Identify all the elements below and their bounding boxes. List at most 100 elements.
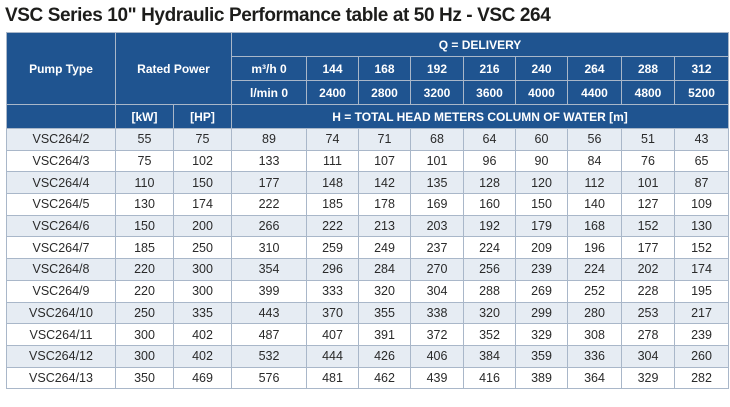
head-cell: 56 <box>567 128 622 151</box>
head-cell: 51 <box>621 128 675 151</box>
head-cell: 320 <box>358 279 411 303</box>
header-row-lmin: l/min 0 2400 2800 3200 3600 4000 4400 4800 5200 <box>7 80 730 105</box>
pump-type-cell: VSC264/12 <box>6 344 116 368</box>
m3h-value: 168 <box>358 56 411 81</box>
table-row: VSC264/6 150 200 266 222 213 203 192 179 168 152 13… <box>6 214 730 238</box>
table-row: VSC264/13 350 469 576 481 462 439 416 389 364 329 2… <box>6 366 730 390</box>
table-body: VSC264/2 55 75 89 74 71 68 64 60 56 51 43 VSC264/3 75… <box>6 128 730 390</box>
pump-type-cell: VSC264/6 <box>6 214 116 238</box>
head-cell: 174 <box>673 258 730 281</box>
head-cell: 320 <box>463 301 516 325</box>
m3h-label: m³/h 0 <box>231 56 307 81</box>
units-spacer <box>6 104 116 129</box>
m3h-value: 216 <box>463 56 516 81</box>
head-cell: 142 <box>358 171 411 195</box>
pump-type-cell: VSC264/9 <box>6 279 116 303</box>
head-cell: 101 <box>410 149 464 173</box>
table-row: VSC264/11 300 402 487 407 391 372 352 329 308 278 2… <box>6 323 730 346</box>
delivery-header: Q = DELIVERY <box>230 32 730 57</box>
head-cell: 269 <box>515 279 568 303</box>
kw-cell: 150 <box>115 214 174 238</box>
kw-cell: 110 <box>115 171 174 195</box>
m3h-value: 312 <box>673 56 730 81</box>
head-cell: 329 <box>621 366 675 390</box>
page-title: VSC Series 10" Hydraulic Performance tab… <box>5 5 551 26</box>
kw-cell: 130 <box>115 193 174 216</box>
head-cell: 177 <box>231 171 307 195</box>
pump-type-cell: VSC264/7 <box>6 236 116 260</box>
head-header: H = TOTAL HEAD METERS COLUMN OF WATER [m… <box>230 104 730 129</box>
head-cell: 224 <box>567 258 622 281</box>
table-row: VSC264/9 220 300 399 333 320 304 288 269 252 228 19… <box>6 279 730 303</box>
kw-cell: 300 <box>115 344 174 368</box>
head-cell: 203 <box>410 214 464 238</box>
head-cell: 222 <box>231 193 307 216</box>
head-cell: 278 <box>621 323 675 346</box>
head-cell: 372 <box>410 323 464 346</box>
head-cell: 284 <box>358 258 411 281</box>
head-cell: 487 <box>231 323 307 346</box>
head-cell: 389 <box>515 366 568 390</box>
table-row: VSC264/5 130 174 222 185 178 169 160 150 140 127 10… <box>6 193 730 216</box>
head-cell: 333 <box>306 279 359 303</box>
head-cell: 148 <box>306 171 359 195</box>
m3h-value: 240 <box>515 56 568 81</box>
head-cell: 439 <box>410 366 464 390</box>
header-row-delivery: Pump Type Rated Power Q = DELIVERY <box>6 32 730 105</box>
hp-cell: 402 <box>173 344 232 368</box>
head-cell: 179 <box>515 214 568 238</box>
head-cell: 76 <box>621 149 675 173</box>
head-cell: 270 <box>410 258 464 281</box>
head-cell: 364 <box>567 366 622 390</box>
head-cell: 84 <box>567 149 622 173</box>
head-cell: 239 <box>673 323 730 346</box>
head-cell: 68 <box>410 128 464 151</box>
head-cell: 135 <box>410 171 464 195</box>
pump-type-cell: VSC264/4 <box>6 171 116 195</box>
pump-type-cell: VSC264/2 <box>6 128 116 151</box>
head-cell: 288 <box>463 279 516 303</box>
hp-cell: 174 <box>173 193 232 216</box>
rated-power-header: Rated Power <box>115 32 232 105</box>
head-cell: 304 <box>621 344 675 368</box>
hp-cell: 75 <box>173 128 232 151</box>
head-cell: 209 <box>515 236 568 260</box>
head-cell: 150 <box>515 193 568 216</box>
head-cell: 256 <box>463 258 516 281</box>
header-row-m3h: m³/h 0 144 168 192 216 240 264 288 312 <box>7 56 730 81</box>
kw-cell: 185 <box>115 236 174 260</box>
pump-type-cell: VSC264/10 <box>6 301 116 325</box>
head-cell: 532 <box>231 344 307 368</box>
head-cell: 280 <box>567 301 622 325</box>
head-cell: 43 <box>673 128 730 151</box>
head-cell: 370 <box>306 301 359 325</box>
kw-cell: 55 <box>115 128 174 151</box>
head-cell: 130 <box>673 214 730 238</box>
header-row-units: [kW] [HP] H = TOTAL HEAD METERS COLUMN O… <box>6 104 730 129</box>
kw-cell: 250 <box>115 301 174 325</box>
head-cell: 64 <box>463 128 516 151</box>
head-cell: 416 <box>463 366 516 390</box>
head-cell: 169 <box>410 193 464 216</box>
head-cell: 128 <box>463 171 516 195</box>
pump-type-cell: VSC264/11 <box>6 323 116 346</box>
head-cell: 352 <box>463 323 516 346</box>
table-row: VSC264/3 75 102 133 111 107 101 96 90 84 76 65 <box>6 149 730 173</box>
head-cell: 462 <box>358 366 411 390</box>
kw-cell: 350 <box>115 366 174 390</box>
head-cell: 185 <box>306 193 359 216</box>
lmin-value: 4000 <box>515 80 568 105</box>
head-cell: 160 <box>463 193 516 216</box>
kw-cell: 220 <box>115 258 174 281</box>
head-cell: 329 <box>515 323 568 346</box>
head-cell: 253 <box>621 301 675 325</box>
kw-cell: 220 <box>115 279 174 303</box>
m3h-value: 288 <box>621 56 675 81</box>
head-cell: 443 <box>231 301 307 325</box>
head-cell: 310 <box>231 236 307 260</box>
head-cell: 71 <box>358 128 411 151</box>
table-row: VSC264/10 250 335 443 370 355 338 320 299 280 253 2… <box>6 301 730 325</box>
lmin-value: 3200 <box>410 80 464 105</box>
head-cell: 355 <box>358 301 411 325</box>
head-cell: 152 <box>621 214 675 238</box>
